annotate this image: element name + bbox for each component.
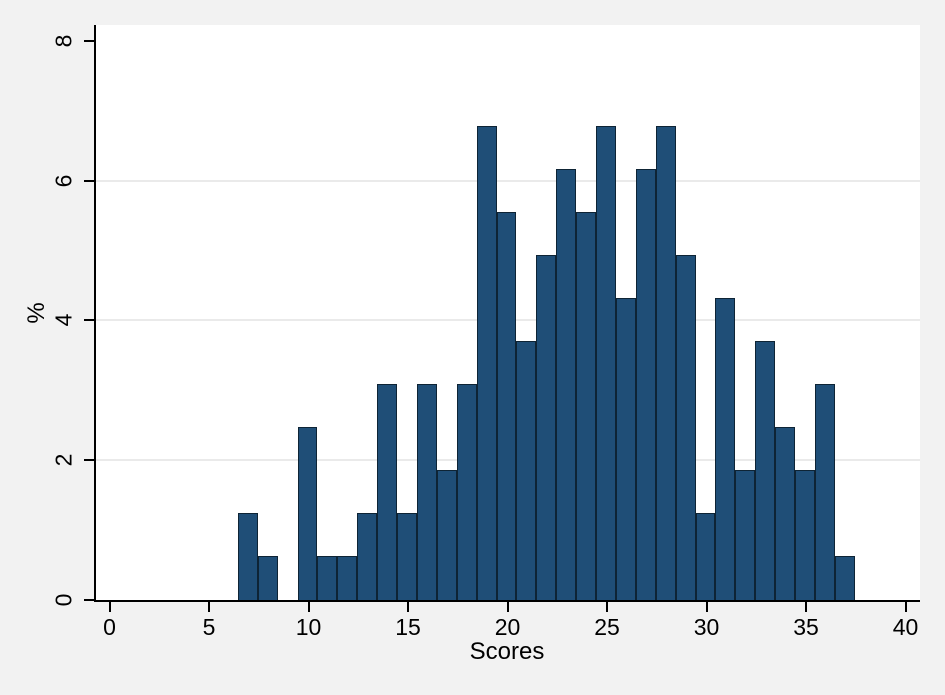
x-tick-label-20: 20 <box>494 614 521 640</box>
y-tick-label-2: 2 <box>50 453 77 467</box>
x-tick-20 <box>506 601 509 612</box>
histogram-bar <box>795 470 815 601</box>
y-tick-label-0: 0 <box>50 593 77 606</box>
histogram-bar <box>536 254 557 601</box>
y-axis-title: % <box>23 302 50 324</box>
y-tick-label-4: 4 <box>50 313 77 327</box>
histogram-bar <box>337 556 358 601</box>
x-axis-title: Scores <box>469 638 545 665</box>
histogram-bar <box>456 384 477 601</box>
x-axis-line <box>93 599 921 602</box>
x-tick-label-10: 10 <box>295 614 322 640</box>
histogram-bar <box>596 125 616 601</box>
histogram-bar <box>496 211 517 601</box>
histogram-bar <box>615 297 636 601</box>
y-tick-4 <box>84 319 95 322</box>
histogram-bar <box>516 340 537 601</box>
histogram-bar <box>655 125 676 601</box>
histogram-bar <box>317 556 338 601</box>
histogram-bar <box>695 513 716 601</box>
histogram-bar <box>834 556 855 601</box>
x-tick-35 <box>805 601 807 612</box>
y-tick-8 <box>84 40 95 43</box>
x-tick-label-25: 25 <box>594 614 620 640</box>
x-tick-10 <box>307 601 310 612</box>
x-tick-25 <box>606 601 608 612</box>
histogram-bar <box>357 513 378 601</box>
histogram-bar <box>735 470 756 601</box>
histogram-bar <box>397 513 417 601</box>
y-axis-line <box>93 25 96 602</box>
x-tick-30 <box>705 601 708 612</box>
histogram-bar <box>635 168 656 601</box>
x-tick-label-35: 35 <box>793 614 819 640</box>
histogram-bar <box>377 384 398 601</box>
x-tick-label-15: 15 <box>395 614 421 640</box>
x-tick-label-0: 0 <box>103 614 116 640</box>
y-tick-0 <box>84 598 95 601</box>
histogram-bar <box>556 168 577 601</box>
histogram-bar <box>297 427 318 601</box>
histogram-bar <box>814 384 835 601</box>
histogram-bar <box>715 297 736 601</box>
x-tick-label-30: 30 <box>693 614 720 640</box>
histogram-bar <box>436 470 457 601</box>
x-tick-0 <box>108 601 111 612</box>
histogram-bar <box>237 513 258 601</box>
histogram-bar <box>416 384 437 601</box>
histogram-bar <box>476 125 497 601</box>
x-tick-label-40: 40 <box>892 614 919 640</box>
x-tick-label-5: 5 <box>202 614 216 640</box>
x-tick-15 <box>407 601 409 612</box>
histogram-bar <box>257 556 278 601</box>
histogram-bar <box>576 211 597 601</box>
x-tick-40 <box>904 601 907 612</box>
y-tick-label-8: 8 <box>50 34 77 48</box>
histogram-bar <box>775 427 796 601</box>
gridline-y-6 <box>96 179 920 182</box>
y-tick-2 <box>84 458 95 461</box>
y-tick-label-6: 6 <box>50 174 77 188</box>
histogram-bar <box>675 254 696 601</box>
histogram-bar <box>755 340 776 601</box>
y-tick-6 <box>84 179 95 182</box>
x-tick-5 <box>208 601 210 612</box>
